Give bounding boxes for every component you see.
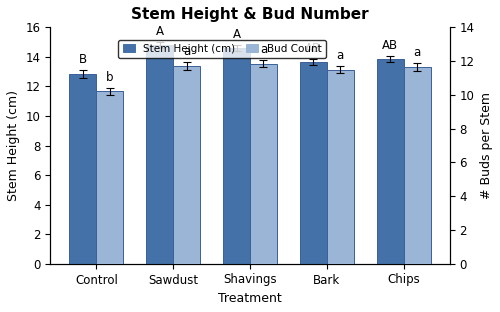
Bar xyxy=(327,70,353,264)
Text: b: b xyxy=(106,71,114,84)
Bar xyxy=(70,74,96,264)
Bar xyxy=(96,91,123,264)
Y-axis label: Stem Height (cm): Stem Height (cm) xyxy=(7,90,20,201)
Bar xyxy=(300,62,327,264)
Bar xyxy=(173,66,200,264)
Text: A: A xyxy=(232,28,240,41)
Text: a: a xyxy=(414,46,420,59)
Bar xyxy=(223,48,250,264)
Text: A: A xyxy=(156,25,164,38)
Bar xyxy=(377,59,404,264)
Bar xyxy=(250,64,277,264)
Y-axis label: # Buds per Stem: # Buds per Stem xyxy=(480,92,493,199)
Text: a: a xyxy=(336,49,344,61)
Text: AB: AB xyxy=(382,39,398,52)
Text: B: B xyxy=(79,53,87,66)
Bar xyxy=(404,67,430,264)
Title: Stem Height & Bud Number: Stem Height & Bud Number xyxy=(131,7,369,22)
X-axis label: Treatment: Treatment xyxy=(218,292,282,305)
Bar xyxy=(146,45,173,264)
Text: a: a xyxy=(183,45,190,58)
Text: AB: AB xyxy=(306,42,322,55)
Legend: Stem Height (cm), Bud Count: Stem Height (cm), Bud Count xyxy=(118,40,326,58)
Text: a: a xyxy=(260,43,267,56)
